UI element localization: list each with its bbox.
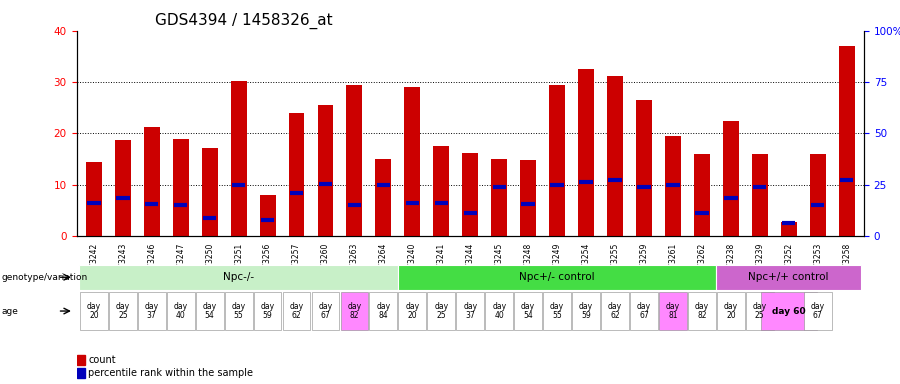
Bar bbox=[578, 69, 594, 236]
Bar bbox=[433, 146, 449, 236]
Text: age: age bbox=[2, 306, 19, 316]
Bar bbox=[289, 113, 304, 236]
Text: GDS4394 / 1458326_at: GDS4394 / 1458326_at bbox=[155, 13, 333, 29]
Bar bbox=[144, 127, 159, 236]
Bar bbox=[283, 292, 310, 330]
Text: day
55: day 55 bbox=[550, 302, 564, 320]
Bar bbox=[752, 154, 768, 236]
Text: day
59: day 59 bbox=[579, 302, 593, 320]
Bar bbox=[456, 292, 484, 330]
Text: day
82: day 82 bbox=[347, 302, 362, 320]
Text: day
25: day 25 bbox=[434, 302, 448, 320]
Bar bbox=[80, 292, 108, 330]
Text: Npc+/- control: Npc+/- control bbox=[519, 272, 595, 283]
Text: day
62: day 62 bbox=[608, 302, 622, 320]
Text: day
67: day 67 bbox=[637, 302, 651, 320]
Text: day
82: day 82 bbox=[695, 302, 709, 320]
Text: count: count bbox=[88, 355, 116, 365]
Bar bbox=[607, 76, 623, 236]
Bar bbox=[196, 292, 223, 330]
Bar bbox=[659, 292, 687, 330]
Text: day
20: day 20 bbox=[86, 302, 101, 320]
Bar bbox=[346, 84, 363, 236]
Bar bbox=[76, 355, 85, 366]
Bar bbox=[230, 81, 247, 236]
Bar bbox=[428, 292, 455, 330]
Bar bbox=[544, 292, 571, 330]
Bar bbox=[601, 292, 629, 330]
Bar bbox=[404, 87, 420, 236]
Bar bbox=[665, 136, 681, 236]
Bar bbox=[318, 105, 334, 236]
Bar bbox=[491, 159, 508, 236]
Bar bbox=[520, 160, 536, 236]
Bar bbox=[202, 148, 218, 236]
Bar bbox=[173, 139, 189, 236]
Bar bbox=[76, 368, 85, 378]
Bar bbox=[760, 292, 816, 330]
Bar bbox=[138, 292, 166, 330]
Text: day
54: day 54 bbox=[521, 302, 535, 320]
Bar bbox=[804, 292, 832, 330]
Bar bbox=[746, 292, 774, 330]
Text: day
84: day 84 bbox=[376, 302, 391, 320]
Bar bbox=[166, 292, 194, 330]
Bar bbox=[514, 292, 542, 330]
Bar bbox=[79, 265, 398, 290]
Bar bbox=[572, 292, 600, 330]
Bar bbox=[375, 159, 392, 236]
Text: day
20: day 20 bbox=[724, 302, 738, 320]
Bar bbox=[86, 162, 102, 236]
Bar bbox=[688, 292, 716, 330]
Bar bbox=[810, 154, 825, 236]
Bar bbox=[839, 46, 855, 236]
Text: day
20: day 20 bbox=[405, 302, 419, 320]
Text: day
81: day 81 bbox=[666, 302, 680, 320]
Bar bbox=[311, 292, 339, 330]
Text: day
37: day 37 bbox=[145, 302, 158, 320]
Text: day
67: day 67 bbox=[811, 302, 824, 320]
Bar bbox=[463, 153, 478, 236]
Bar bbox=[694, 154, 710, 236]
Bar bbox=[716, 265, 861, 290]
Text: day
67: day 67 bbox=[319, 302, 333, 320]
Bar bbox=[259, 195, 275, 236]
Text: day
25: day 25 bbox=[116, 302, 130, 320]
Bar bbox=[399, 292, 427, 330]
Text: Npc+/+ control: Npc+/+ control bbox=[749, 272, 829, 283]
Text: day
59: day 59 bbox=[260, 302, 274, 320]
Text: day
54: day 54 bbox=[202, 302, 217, 320]
Bar bbox=[630, 292, 658, 330]
Bar bbox=[115, 140, 130, 236]
Bar bbox=[636, 100, 652, 236]
Bar bbox=[723, 121, 739, 236]
Text: day
62: day 62 bbox=[290, 302, 303, 320]
Bar bbox=[781, 222, 797, 236]
Bar bbox=[717, 292, 744, 330]
Bar bbox=[398, 265, 716, 290]
Bar bbox=[225, 292, 253, 330]
Bar bbox=[549, 84, 565, 236]
Bar bbox=[340, 292, 368, 330]
Bar bbox=[370, 292, 397, 330]
Text: day
37: day 37 bbox=[464, 302, 477, 320]
Bar bbox=[485, 292, 513, 330]
Text: Npc-/-: Npc-/- bbox=[223, 272, 254, 283]
Text: day 60: day 60 bbox=[772, 306, 806, 316]
Text: percentile rank within the sample: percentile rank within the sample bbox=[88, 368, 253, 378]
Text: day
25: day 25 bbox=[752, 302, 767, 320]
Bar bbox=[109, 292, 137, 330]
Text: day
55: day 55 bbox=[231, 302, 246, 320]
Text: day
40: day 40 bbox=[492, 302, 507, 320]
Text: genotype/variation: genotype/variation bbox=[2, 273, 88, 282]
Text: day
40: day 40 bbox=[174, 302, 188, 320]
Bar bbox=[254, 292, 282, 330]
